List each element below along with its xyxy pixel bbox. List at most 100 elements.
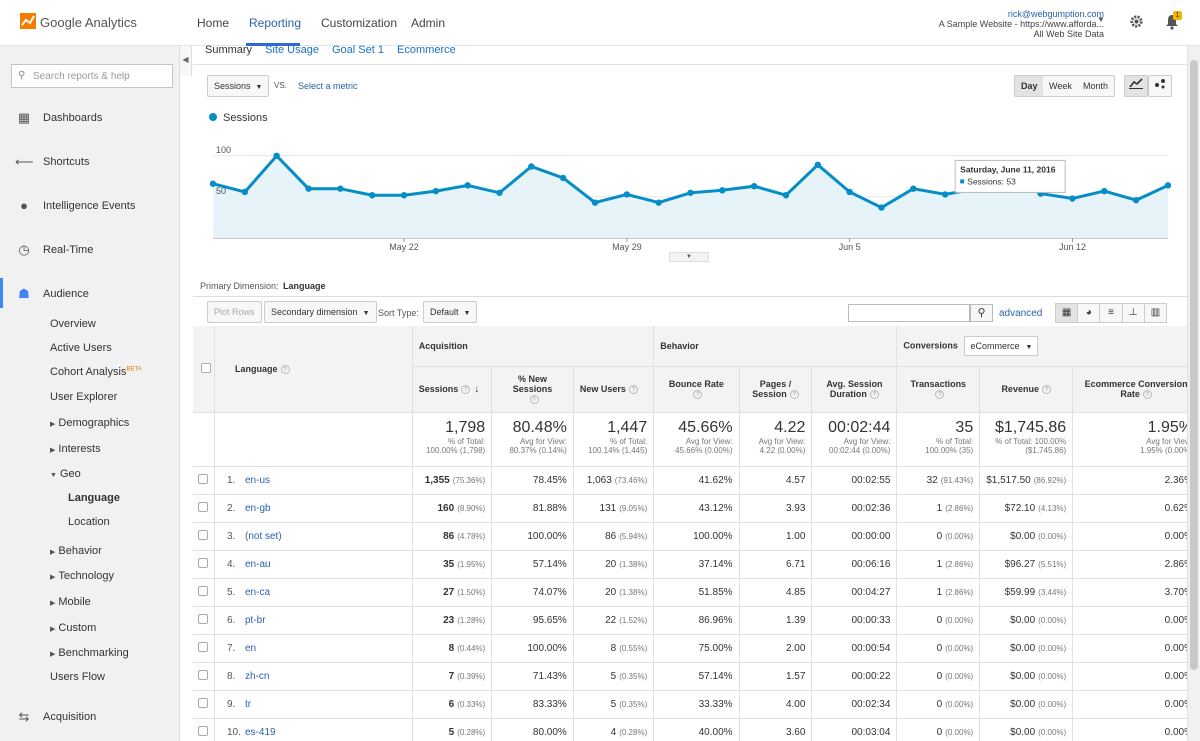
row-checkbox[interactable] [198, 585, 209, 596]
secondary-dimension-select[interactable]: Secondary dimension ▼ [264, 301, 377, 323]
conversions-goal-select[interactable]: eCommerce ▼ [964, 335, 1039, 356]
line-chart-view-button[interactable] [1124, 75, 1148, 97]
language-link[interactable]: en-gb [244, 502, 271, 514]
column-header-language[interactable]: Language? [214, 326, 413, 413]
data-point[interactable] [400, 192, 408, 199]
sidebar-sub-active-users[interactable]: Active Users [50, 342, 112, 354]
period-day-button[interactable]: Day [1014, 75, 1045, 97]
data-point[interactable] [528, 163, 535, 170]
data-point[interactable] [687, 189, 694, 196]
sidebar-item-real-time[interactable]: ◷ Real-Time [0, 240, 180, 260]
account-selector[interactable]: rick@webgumption.com A Sample Website - … [939, 9, 1104, 39]
data-point[interactable] [591, 199, 599, 206]
collapse-sidebar-button[interactable]: ◀ [180, 46, 192, 76]
data-point[interactable] [337, 185, 344, 192]
tab-goal-set-1[interactable]: Goal Set 1 [332, 44, 384, 56]
table-search-button[interactable]: ⚲ [970, 304, 993, 322]
data-point[interactable] [464, 182, 471, 189]
sort-type-select[interactable]: Default ▼ [423, 301, 478, 323]
performance-view-icon[interactable]: ≡ [1100, 304, 1123, 322]
comparison-view-icon[interactable]: ⊥ [1123, 304, 1145, 322]
column-header-ecommerce-conversion-rate[interactable]: Ecommerce Conversion Rate? [1072, 366, 1200, 413]
language-link[interactable]: en-au [244, 558, 271, 570]
row-checkbox[interactable] [198, 557, 209, 568]
sidebar-sub-behavior[interactable]: ▶ Behavior [50, 545, 102, 557]
row-checkbox[interactable] [198, 501, 209, 512]
sidebar-sub-benchmarking[interactable]: ▶ Benchmarking [50, 647, 129, 659]
sidebar-sub-cohort-analysis[interactable]: Cohort AnalysisBETA [50, 366, 142, 378]
chart-expand-handle[interactable]: ▼ [669, 252, 709, 262]
sidebar-sub-users-flow[interactable]: Users Flow [50, 671, 106, 683]
nav-home[interactable]: Home [197, 16, 230, 30]
motion-chart-view-button[interactable] [1148, 75, 1172, 97]
tab-summary[interactable]: Summary [205, 44, 253, 56]
column-header-bounce-rate[interactable]: Bounce Rate? [653, 366, 740, 413]
account-dropdown-icon[interactable]: ▼ [1097, 15, 1105, 24]
period-month-button[interactable]: Month [1077, 75, 1116, 97]
column-header-transactions[interactable]: Transactions? [896, 366, 981, 413]
column-header-new-users[interactable]: New Users? [573, 366, 655, 413]
sidebar-item-dashboards[interactable]: ▦ Dashboards [0, 108, 180, 128]
data-point[interactable] [368, 192, 376, 199]
data-point[interactable] [846, 188, 853, 196]
sidebar-item-audience[interactable]: ☗ Audience [0, 284, 180, 304]
column-header-pages-session[interactable]: Pages / Session? [739, 366, 813, 413]
data-point[interactable] [941, 191, 949, 198]
row-checkbox[interactable] [198, 529, 209, 540]
column-header-sessions[interactable]: Sessions? ↓ [412, 366, 493, 413]
gear-icon[interactable] [1129, 14, 1144, 29]
data-point[interactable] [273, 152, 280, 159]
data-point[interactable] [432, 187, 440, 195]
sidebar-sub-custom[interactable]: ▶ Custom [50, 622, 97, 634]
data-point[interactable] [1101, 187, 1108, 195]
language-link[interactable]: es-419 [244, 726, 276, 738]
nav-reporting[interactable]: Reporting [249, 16, 302, 30]
language-link[interactable]: zh-cn [244, 670, 270, 682]
language-link[interactable]: pt-br [244, 614, 266, 626]
plot-rows-button[interactable]: Plot Rows [207, 301, 262, 323]
sidebar-sub-user-explorer[interactable]: User Explorer [50, 391, 118, 403]
row-checkbox[interactable] [198, 641, 209, 652]
search-input[interactable]: ⚲ Search reports & help [11, 64, 173, 88]
tab-ecommerce[interactable]: Ecommerce [397, 44, 456, 56]
select-metric-link[interactable]: Select a metric [298, 81, 358, 91]
data-point[interactable] [719, 187, 726, 194]
period-week-button[interactable]: Week [1043, 75, 1079, 97]
data-point[interactable] [814, 161, 822, 169]
language-link[interactable]: (not set) [244, 530, 282, 542]
data-point[interactable] [782, 192, 790, 199]
sidebar-sub-overview[interactable]: Overview [50, 318, 96, 330]
data-point[interactable] [750, 183, 758, 190]
sidebar-sub-interests[interactable]: ▶ Interests [50, 443, 101, 455]
table-search-input[interactable] [848, 304, 970, 322]
tab-site-usage[interactable]: Site Usage [265, 44, 319, 56]
nav-customization[interactable]: Customization [321, 16, 398, 30]
data-point[interactable] [241, 188, 249, 196]
data-point[interactable] [655, 199, 662, 206]
row-checkbox[interactable] [198, 669, 209, 680]
pie-view-icon[interactable]: ◕ [1078, 304, 1101, 322]
language-link[interactable]: tr [244, 698, 252, 710]
nav-admin[interactable]: Admin [411, 16, 446, 30]
pivot-view-icon[interactable]: ▥ [1150, 307, 1161, 318]
sidebar-sub-demographics[interactable]: ▶ Demographics [50, 417, 130, 429]
advanced-filter-link[interactable]: advanced [999, 308, 1043, 319]
sidebar-sub-geo[interactable]: ▼ Geo [50, 468, 81, 480]
row-checkbox[interactable] [198, 725, 209, 736]
sidebar-sub-location[interactable]: Location [68, 516, 110, 528]
language-link[interactable]: en [244, 642, 257, 654]
language-link[interactable]: en-ca [244, 586, 270, 598]
data-point[interactable] [910, 185, 917, 192]
column-header-revenue[interactable]: Revenue? [979, 366, 1074, 413]
sidebar-sub-mobile[interactable]: ▶ Mobile [50, 596, 91, 608]
sidebar-sub-language[interactable]: Language [68, 492, 120, 504]
select-all-checkbox[interactable] [200, 362, 211, 373]
data-point[interactable] [623, 191, 631, 198]
data-point[interactable] [209, 180, 217, 187]
row-checkbox[interactable] [198, 473, 209, 484]
language-link[interactable]: en-us [244, 474, 270, 486]
row-checkbox[interactable] [198, 613, 209, 624]
column-header-new-sessions[interactable]: % New Sessions? [491, 366, 574, 413]
column-header-avg-session-duration[interactable]: Avg. Session Duration? [811, 366, 898, 413]
primary-dimension-value[interactable]: Language [283, 281, 326, 291]
